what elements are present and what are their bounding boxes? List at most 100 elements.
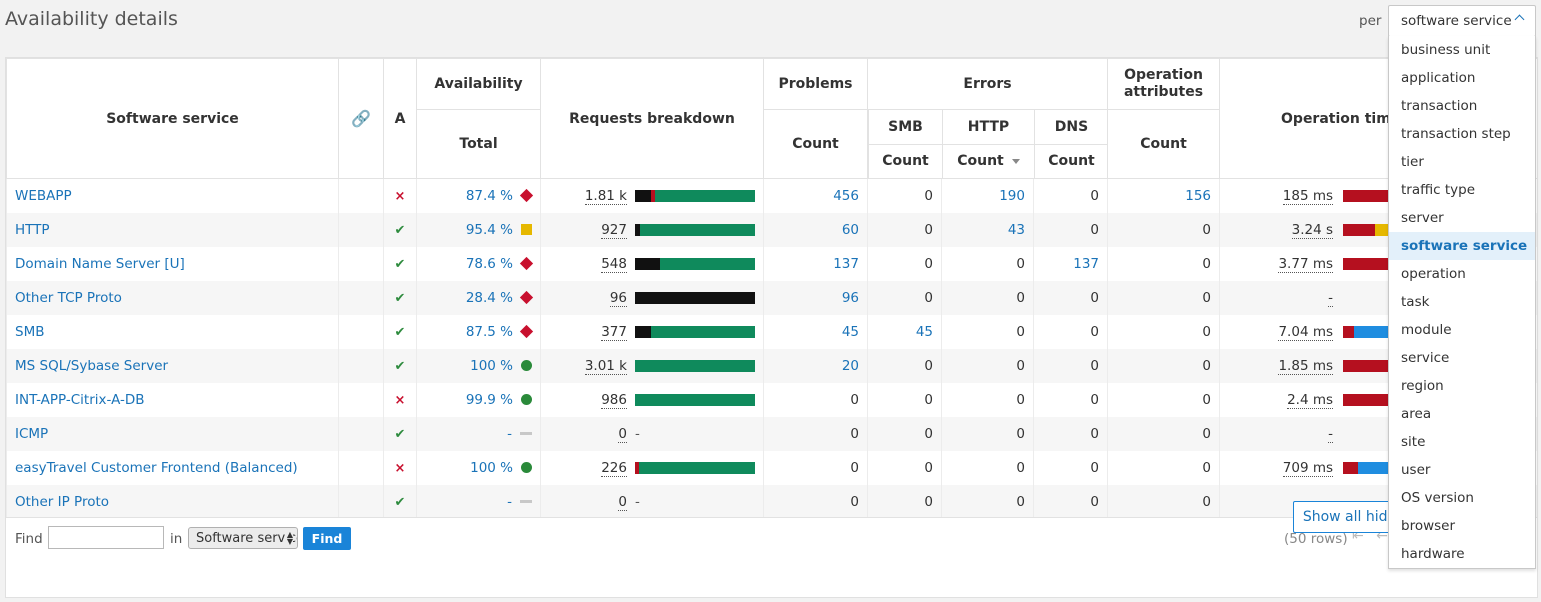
problems-count[interactable]: 137 — [833, 255, 859, 272]
table-row[interactable]: WEBAPP × 87.4 % 1.81 k 456 0 190 0 156 1… — [6, 178, 1537, 213]
problems-count[interactable]: 96 — [841, 289, 859, 306]
dropdown-option[interactable]: traffic type — [1401, 182, 1476, 198]
problems-count[interactable]: 45 — [841, 323, 859, 340]
operation-time-value[interactable]: 7.04 ms — [1278, 323, 1334, 341]
dropdown-option[interactable]: hardware — [1401, 546, 1465, 562]
table-row[interactable]: INT-APP-Citrix-A-DB × 99.9 % 986 0 0 0 0… — [6, 382, 1537, 417]
table-row[interactable]: MS SQL/Sybase Server ✔ 100 % 3.01 k 20 0… — [6, 348, 1537, 383]
operation-attributes-count: 0 — [1202, 493, 1212, 510]
http-errors[interactable]: 190 — [999, 187, 1025, 204]
dns-errors[interactable]: 137 — [1073, 255, 1100, 272]
dropdown-option[interactable]: tier — [1401, 154, 1424, 170]
dropdown-option[interactable]: browser — [1401, 518, 1456, 534]
problems-count[interactable]: 456 — [833, 187, 859, 204]
requests-value[interactable]: 548 — [601, 255, 627, 273]
operation-time-value[interactable]: - — [1328, 289, 1334, 307]
operation-time-value[interactable]: 2.4 ms — [1287, 391, 1334, 409]
requests-value[interactable]: 96 — [609, 289, 627, 307]
dropdown-option[interactable]: operation — [1401, 266, 1466, 282]
requests-value[interactable]: 986 — [601, 391, 627, 409]
availability-value[interactable]: 95.4 % — [465, 221, 513, 238]
dropdown-option[interactable]: region — [1401, 378, 1444, 394]
dropdown-option[interactable]: server — [1401, 210, 1444, 226]
availability-value[interactable]: 87.4 % — [465, 187, 513, 204]
check-icon: ✔ — [394, 358, 406, 374]
service-link[interactable]: MS SQL/Sybase Server — [15, 357, 169, 374]
link-cell — [338, 212, 384, 247]
requests-value[interactable]: 1.81 k — [584, 187, 627, 205]
availability-table: Software service 🔗 A Availability Reques… — [6, 58, 1537, 519]
operation-time-value[interactable]: 3.24 s — [1291, 221, 1334, 239]
per-dropdown[interactable]: software service — [1388, 5, 1536, 37]
dropdown-option[interactable]: area — [1401, 406, 1432, 422]
bar-segment-green — [660, 257, 755, 270]
dropdown-option[interactable]: application — [1401, 70, 1476, 86]
dropdown-option[interactable]: service — [1401, 350, 1450, 366]
col-http-count[interactable]: Count — [942, 143, 1035, 179]
col-dns-count[interactable]: Count — [1034, 143, 1109, 179]
table-row[interactable]: HTTP ✔ 95.4 % 927 60 0 43 0 0 3.24 s — [6, 212, 1537, 247]
smb-errors[interactable]: 45 — [915, 323, 933, 340]
requests-value[interactable]: 226 — [601, 459, 627, 477]
col-problems-count[interactable]: Count — [763, 109, 868, 179]
dropdown-option[interactable]: OS version — [1401, 490, 1474, 506]
operation-time-value[interactable]: 1.85 ms — [1278, 357, 1334, 375]
dropdown-option[interactable]: task — [1401, 294, 1430, 310]
table-row[interactable]: Domain Name Server [U] ✔ 78.6 % 548 137 … — [6, 246, 1537, 281]
operation-time-value[interactable]: - — [1328, 425, 1334, 443]
service-link[interactable]: ICMP — [15, 425, 49, 442]
service-link[interactable]: INT-APP-Citrix-A-DB — [15, 391, 145, 408]
col-smb-count[interactable]: Count — [868, 143, 943, 179]
service-link[interactable]: HTTP — [15, 221, 50, 238]
operation-attributes-count[interactable]: 156 — [1185, 187, 1212, 204]
problems-count[interactable]: 60 — [841, 221, 859, 238]
requests-value[interactable]: 0 — [618, 425, 627, 443]
dropdown-option[interactable]: business unit — [1401, 42, 1491, 58]
dropdown-option[interactable]: user — [1401, 462, 1431, 478]
availability-value[interactable]: 87.5 % — [465, 323, 513, 340]
service-link[interactable]: Other IP Proto — [15, 493, 110, 510]
bar-segment-green — [638, 461, 755, 474]
availability-value[interactable]: 100 % — [470, 459, 513, 476]
service-link[interactable]: SMB — [15, 323, 45, 340]
col-availability-total[interactable]: Total — [416, 109, 541, 179]
col-requests-breakdown[interactable]: Requests breakdown — [540, 58, 764, 179]
operation-time-value[interactable]: 709 ms — [1282, 459, 1334, 477]
find-column-select[interactable]: Software service ▲ ▼ — [188, 527, 298, 549]
col-a[interactable]: A — [383, 58, 417, 179]
col-link[interactable]: 🔗 — [338, 58, 384, 179]
dropdown-option[interactable]: module — [1401, 322, 1452, 338]
problems-count[interactable]: 20 — [841, 357, 859, 374]
dropdown-option[interactable]: transaction step — [1401, 126, 1511, 142]
availability-value[interactable]: 99.9 % — [465, 391, 513, 408]
requests-value[interactable]: 377 — [601, 323, 627, 341]
dropdown-option[interactable]: site — [1401, 434, 1426, 450]
availability-value[interactable]: 78.6 % — [465, 255, 513, 272]
dropdown-option[interactable]: transaction — [1401, 98, 1478, 114]
service-link[interactable]: WEBAPP — [15, 187, 72, 204]
col-software-service[interactable]: Software service — [6, 58, 339, 179]
requests-value[interactable]: 3.01 k — [584, 357, 627, 375]
service-link[interactable]: easyTravel Customer Frontend (Balanced) — [15, 459, 298, 476]
availability-value[interactable]: - — [507, 493, 512, 510]
operation-time-value[interactable]: 3.77 ms — [1278, 255, 1334, 273]
col-operation-attributes-count[interactable]: Count — [1107, 109, 1221, 179]
http-errors[interactable]: 43 — [1007, 221, 1025, 238]
dropdown-option[interactable]: software service — [1389, 232, 1535, 260]
availability-value[interactable]: 28.4 % — [465, 289, 513, 306]
find-button[interactable]: Find — [303, 527, 351, 550]
service-link[interactable]: Other TCP Proto — [15, 289, 122, 306]
table-row[interactable]: SMB ✔ 87.5 % 377 45 45 0 0 0 7.04 ms — [6, 314, 1537, 349]
find-input[interactable] — [48, 526, 164, 549]
table-row[interactable]: easyTravel Customer Frontend (Balanced) … — [6, 450, 1537, 485]
table-row[interactable]: ICMP ✔ - 0- 0 0 0 0 0 - — [6, 416, 1537, 451]
service-link[interactable]: Domain Name Server [U] — [15, 255, 185, 272]
operation-attributes-count: 0 — [1202, 391, 1212, 408]
operation-time-value[interactable]: 185 ms — [1282, 187, 1334, 205]
requests-value[interactable]: 0 — [618, 493, 627, 511]
availability-value[interactable]: - — [507, 425, 512, 442]
table-row[interactable]: Other TCP Proto ✔ 28.4 % 96 96 0 0 0 0 - — [6, 280, 1537, 315]
requests-value[interactable]: 927 — [601, 221, 627, 239]
requests-bar — [635, 291, 755, 304]
availability-value[interactable]: 100 % — [470, 357, 513, 374]
